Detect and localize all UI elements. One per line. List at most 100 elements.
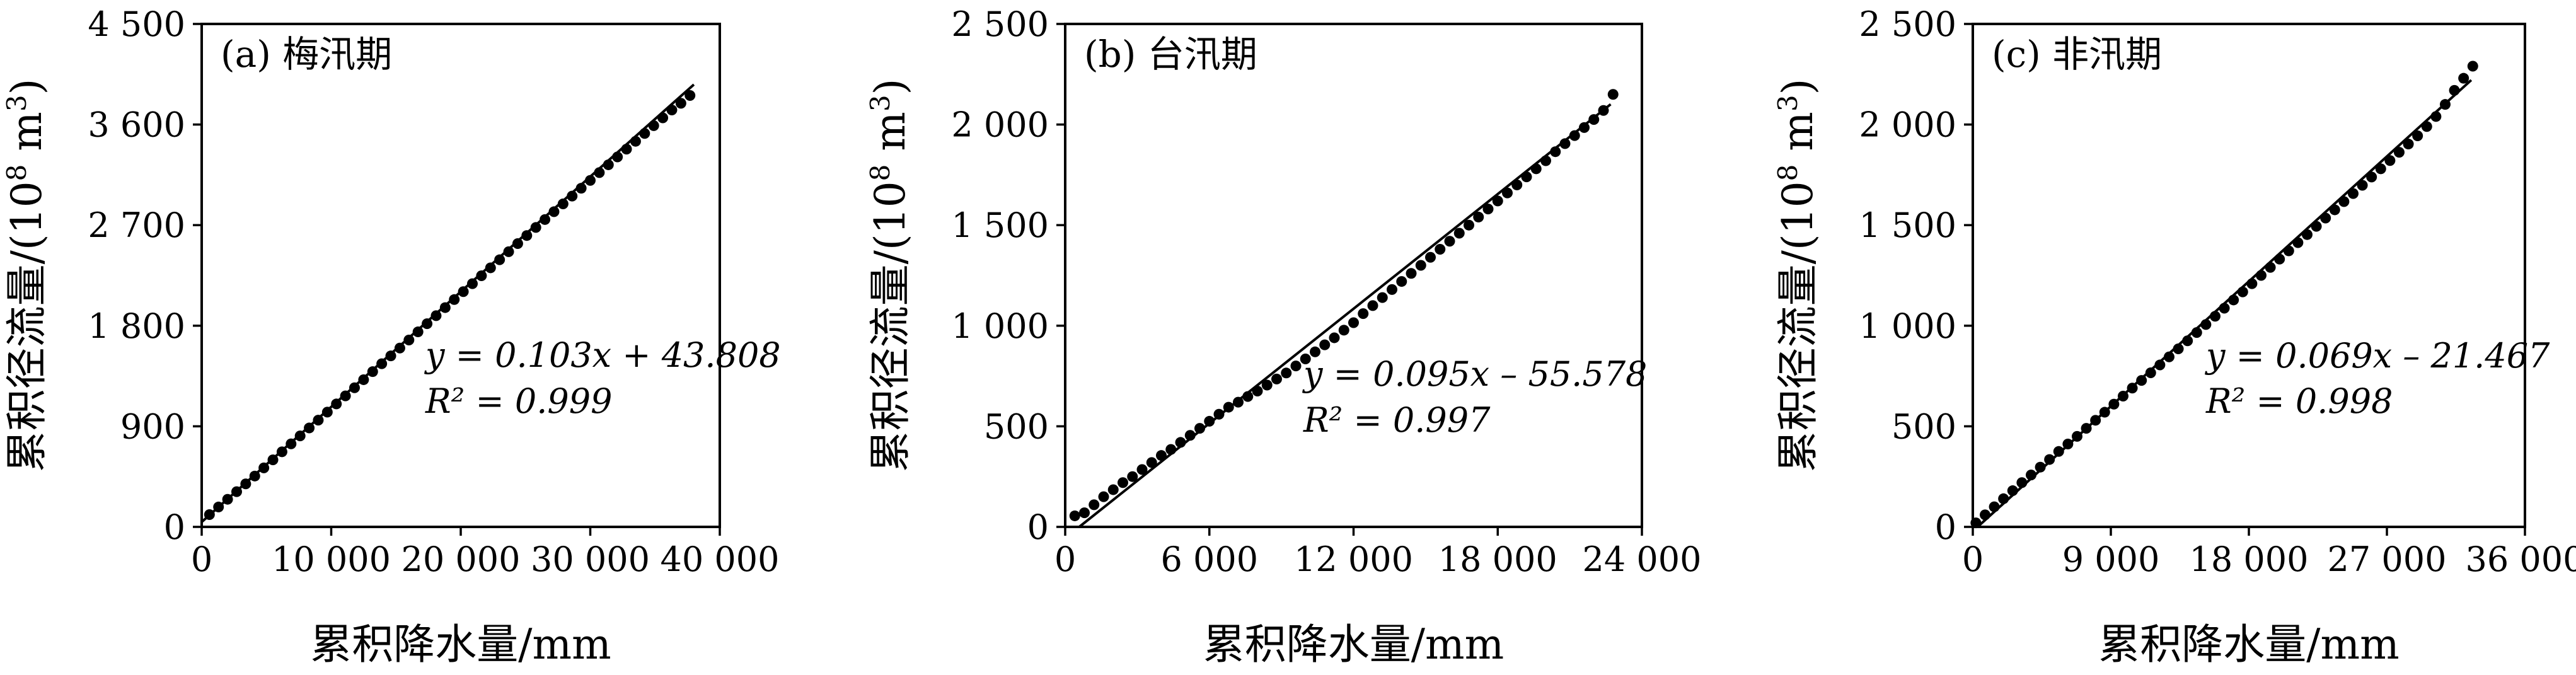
data-point xyxy=(2071,430,2082,442)
data-point xyxy=(503,246,514,257)
data-point xyxy=(1435,244,1446,255)
x-tick-label: 0 xyxy=(191,539,212,579)
r-squared: R² = 0.998 xyxy=(2205,381,2393,421)
data-point xyxy=(2136,375,2147,386)
data-point xyxy=(2145,367,2156,378)
data-point xyxy=(1127,471,1138,482)
data-point xyxy=(1175,437,1186,448)
data-point xyxy=(1387,284,1397,295)
data-point xyxy=(2228,294,2239,306)
x-tick-label: 9 000 xyxy=(2062,539,2160,579)
y-axis-title-unit: m xyxy=(3,112,51,164)
data-point xyxy=(648,120,659,131)
data-point xyxy=(485,262,496,274)
data-point xyxy=(2182,335,2193,347)
data-point xyxy=(1204,415,1215,427)
data-point xyxy=(1233,396,1244,408)
y-axis-title-suffix: ) xyxy=(866,79,915,95)
x-tick-label: 10 000 xyxy=(272,539,391,579)
data-point xyxy=(1358,308,1369,320)
data-point xyxy=(304,422,315,434)
data-point xyxy=(1579,122,1590,133)
data-point xyxy=(2016,477,2028,488)
data-point xyxy=(1329,332,1340,343)
data-point xyxy=(1300,353,1311,364)
data-point xyxy=(521,230,533,241)
data-point xyxy=(1406,268,1417,279)
data-point xyxy=(530,222,541,233)
data-point xyxy=(494,254,505,265)
data-point xyxy=(340,390,351,401)
data-point xyxy=(2430,111,2442,122)
x-tick-label: 36 000 xyxy=(2466,539,2576,579)
data-point xyxy=(1559,138,1571,149)
panel-b: 0 6 000 12 000 18 000 24 000 0 500 1 000 1 500 2 … xyxy=(865,4,1702,669)
data-point xyxy=(621,144,632,155)
data-point xyxy=(1415,260,1426,271)
data-point xyxy=(1281,367,1292,379)
data-point xyxy=(1473,211,1484,222)
data-point xyxy=(2081,423,2092,434)
data-point xyxy=(1184,430,1196,441)
data-point xyxy=(1979,509,1990,521)
y-tick-label: 2 000 xyxy=(951,105,1049,145)
data-point xyxy=(548,206,560,217)
data-point xyxy=(1569,130,1580,141)
data-point xyxy=(2191,327,2202,338)
data-point xyxy=(1989,501,2000,512)
data-point xyxy=(2274,253,2285,265)
data-point xyxy=(2154,359,2166,371)
data-point xyxy=(430,310,442,321)
data-point xyxy=(367,366,378,378)
data-point xyxy=(1271,373,1282,384)
data-point xyxy=(594,167,605,178)
y-axis-title: 累积径流量/(108 m3) xyxy=(1,79,52,473)
x-tick-label: 20 000 xyxy=(401,539,521,579)
regression-equation: y = 0.069x – 21.467 xyxy=(2205,336,2550,376)
data-point xyxy=(1242,391,1254,402)
data-point xyxy=(1598,105,1609,116)
y-axis-title-unit: m xyxy=(866,112,915,164)
data-point xyxy=(376,358,388,369)
x-tick-label: 27 000 xyxy=(2328,539,2447,579)
data-point xyxy=(2219,303,2230,314)
data-point xyxy=(2375,163,2386,175)
data-point xyxy=(2357,180,2368,191)
data-point xyxy=(2292,237,2304,248)
panel-a: 0 10 000 20 000 30 000 40 000 0 900 1 800 2 700 3… xyxy=(1,4,781,669)
data-point xyxy=(2237,286,2248,297)
data-point xyxy=(1588,114,1600,125)
data-point xyxy=(2301,229,2313,240)
data-point xyxy=(2421,121,2432,132)
data-point xyxy=(2467,61,2478,72)
y-axis-title-prefix: 累积径流量/(10 xyxy=(866,181,915,472)
data-point xyxy=(1348,317,1359,328)
data-point xyxy=(2338,196,2350,207)
data-point xyxy=(657,112,669,124)
data-point xyxy=(412,326,424,338)
x-axis-title: 累积降水量/mm xyxy=(2098,620,2399,669)
x-tick-label: 30 000 xyxy=(531,539,650,579)
data-point xyxy=(1156,450,1167,461)
y-tick-label: 1 000 xyxy=(1859,306,1956,346)
data-point xyxy=(458,286,469,297)
y-tick-label: 0 xyxy=(164,507,185,547)
data-point xyxy=(557,199,569,210)
y-axis-title-exponent: 8 xyxy=(865,164,896,182)
y-axis-title: 累积径流量/(108 m3) xyxy=(865,79,915,473)
data-point xyxy=(2163,351,2175,362)
panel-label: (c) 非汛期 xyxy=(1992,33,2162,76)
x-tick-label: 12 000 xyxy=(1294,539,1413,579)
data-point xyxy=(1425,251,1436,263)
data-point xyxy=(1396,276,1407,287)
data-point xyxy=(540,214,551,225)
y-tick-label: 900 xyxy=(120,407,185,446)
y-axis-title-suffix: ) xyxy=(3,79,51,95)
data-point xyxy=(2090,415,2101,426)
data-point xyxy=(2053,446,2064,457)
data-point xyxy=(276,446,287,458)
data-point xyxy=(1252,386,1263,397)
x-tick-label: 0 xyxy=(1054,539,1076,579)
data-point xyxy=(476,270,487,282)
